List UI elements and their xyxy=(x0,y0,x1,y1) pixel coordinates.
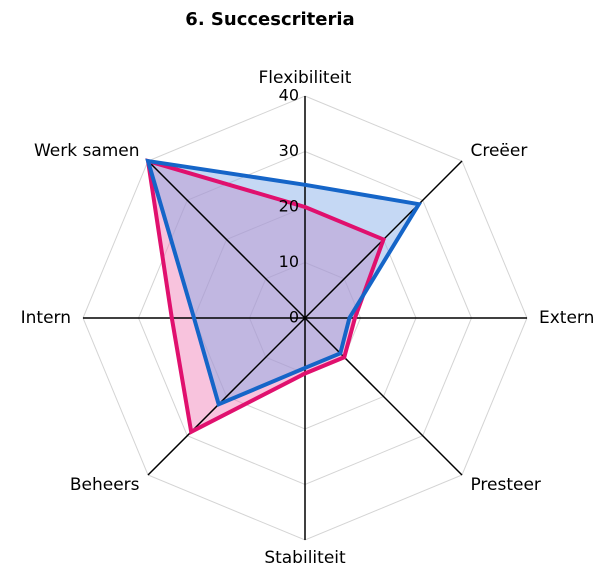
axis-spoke xyxy=(304,317,463,476)
axis-label: Stabiliteit xyxy=(264,548,346,568)
axis-label: Presteer xyxy=(470,475,540,495)
axis-label: Werk samen xyxy=(34,141,140,161)
axis-label: Creëer xyxy=(470,141,527,161)
axis-label: Beheers xyxy=(70,475,140,495)
axis-label: Extern xyxy=(539,308,594,328)
tick-label: 20 xyxy=(279,197,299,216)
axis-spoke xyxy=(147,317,306,476)
tick-label: 10 xyxy=(279,252,299,271)
axis-spoke xyxy=(147,160,306,319)
series-line xyxy=(145,158,387,435)
axis-label: Intern xyxy=(21,308,71,328)
tick-label: 40 xyxy=(279,86,299,105)
tick-label: 30 xyxy=(279,141,299,160)
series-area xyxy=(148,161,419,405)
axis-label: Flexibiliteit xyxy=(259,68,352,88)
chart-title: 6. Succescriteria xyxy=(185,9,354,30)
series-line xyxy=(145,158,423,408)
tick-label: 0 xyxy=(289,308,299,327)
